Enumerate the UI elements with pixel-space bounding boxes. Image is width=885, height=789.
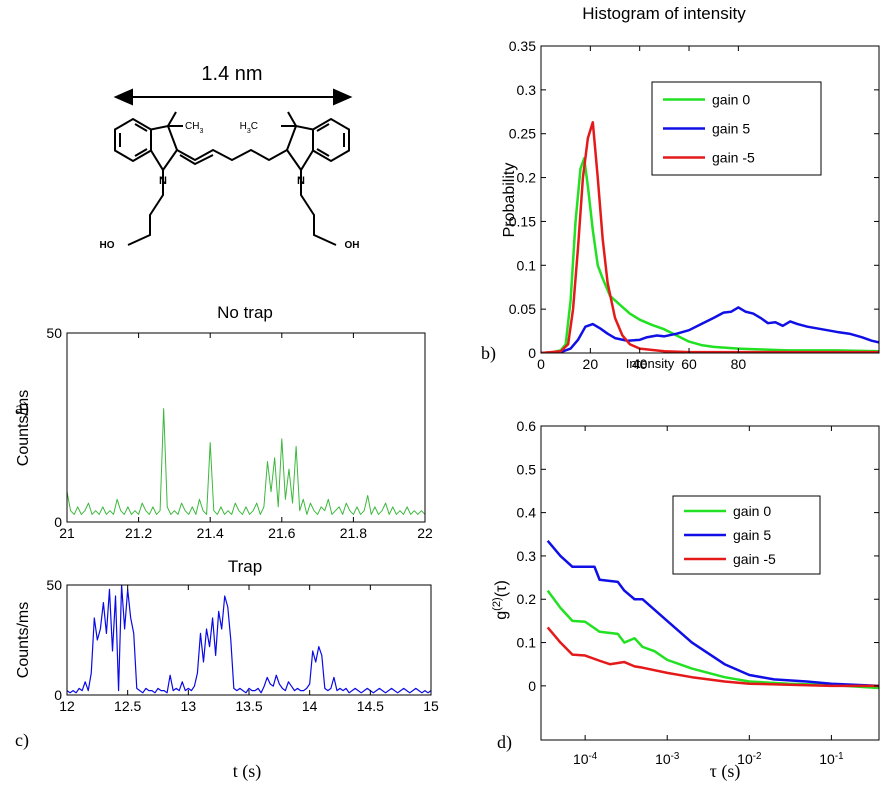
- five-ring: [285, 124, 314, 172]
- legend-label: gain -5: [733, 551, 776, 567]
- y-tick-label: 0: [528, 345, 536, 361]
- molecule: [113, 88, 353, 246]
- y-tick-label: 0.15: [509, 213, 536, 229]
- y-tick-label: 0.2: [517, 591, 537, 607]
- x-tick-label: 60: [681, 356, 697, 372]
- atom-label: HO: [100, 240, 115, 251]
- y-tick-label: 0.5: [517, 461, 537, 477]
- legend: gain 0 gain 5 gain -5: [672, 495, 821, 575]
- chain: [176, 148, 288, 162]
- x-tick-label: 10-2: [737, 751, 761, 768]
- x-tick-label: 13.5: [235, 698, 262, 714]
- y-tick-label: 0: [528, 678, 536, 694]
- legend-label: gain 5: [712, 121, 750, 137]
- y-tick-label: 0.05: [509, 301, 536, 317]
- panel-label: c): [15, 730, 29, 751]
- series-line: [546, 589, 879, 690]
- x-tick-label: 12: [59, 698, 75, 714]
- y-axis-label: g(2)(τ): [491, 580, 510, 620]
- bond: [316, 148, 330, 157]
- series-line: [541, 306, 879, 353]
- atom-label: CH3: [185, 121, 203, 135]
- x-tick-label: 21.4: [197, 525, 224, 541]
- chain: [127, 170, 164, 246]
- y-tick-label: 0.35: [509, 38, 536, 54]
- y-tick-label: 0.1: [517, 635, 537, 651]
- y-tick-label: 0: [54, 687, 62, 703]
- atom-label: OH: [345, 240, 360, 251]
- chart-title: No trap: [217, 303, 273, 322]
- bond: [167, 111, 177, 127]
- x-axis-label: Intensity: [626, 356, 675, 371]
- series-line: [67, 408, 425, 515]
- legend-label: gain 0: [733, 503, 771, 519]
- y-tick-label: 0.4: [517, 505, 537, 521]
- y-tick-label: 0: [54, 514, 62, 530]
- arrow-head: [113, 88, 133, 106]
- series-line: [541, 157, 879, 353]
- x-tick-label: 21.6: [268, 525, 295, 541]
- x-tick-label: 13: [181, 698, 197, 714]
- x-tick-label: 21.2: [125, 525, 152, 541]
- panel-label: d): [497, 732, 512, 753]
- y-tick-label: 0.2: [517, 170, 537, 186]
- y-tick-label: 0.1: [517, 257, 537, 273]
- series-line: [546, 539, 879, 688]
- chart-title: Trap: [228, 557, 262, 576]
- width-label: 1.4 nm: [201, 63, 262, 85]
- atom-label: H3C: [240, 121, 258, 135]
- axes-frame: [540, 425, 880, 741]
- atom-label: N: [159, 175, 167, 187]
- legend-label: gain 0: [712, 92, 750, 108]
- panel-label: a): [15, 398, 29, 419]
- x-axis-label: τ (s): [710, 761, 741, 782]
- x-axis-label: t (s): [233, 761, 262, 782]
- x-tick-label: 21.8: [340, 525, 367, 541]
- bond: [287, 111, 297, 127]
- legend-label: gain 5: [733, 527, 771, 543]
- five-ring: [150, 124, 179, 172]
- y-tick-label: 50: [46, 577, 62, 593]
- x-tick-label: 10-4: [573, 751, 598, 768]
- axes-frame: [540, 45, 880, 354]
- bond: [316, 123, 330, 132]
- legend: gain 0 gain 5 gain -5: [651, 81, 822, 176]
- x-tick-label: 0: [537, 356, 545, 372]
- bond: [179, 154, 214, 166]
- x-tick-label: 10-3: [655, 751, 680, 768]
- x-tick-label: 14.5: [357, 698, 384, 714]
- x-tick-label: 21: [59, 525, 75, 541]
- bond: [134, 123, 148, 132]
- y-tick-label: 0.6: [517, 418, 537, 434]
- x-tick-label: 15: [423, 698, 439, 714]
- bond: [134, 148, 148, 157]
- chain: [300, 170, 337, 246]
- axes-frame: [66, 332, 426, 523]
- y-axis-label: Counts/ms: [15, 390, 32, 466]
- x-tick-label: 40: [632, 356, 648, 372]
- series-line: [67, 585, 431, 694]
- legend-label: gain -5: [712, 150, 755, 166]
- y-tick-label: 0.3: [517, 548, 537, 564]
- y-axis-label: Counts/ms: [15, 602, 32, 678]
- y-axis-label: Probability: [501, 163, 518, 238]
- y-tick-label: 50: [46, 325, 62, 341]
- arrow-head: [333, 88, 353, 106]
- x-tick-label: 80: [731, 356, 747, 372]
- x-tick-label: 12.5: [114, 698, 141, 714]
- panel-label: b): [481, 343, 496, 364]
- y-tick-label: 0.3: [517, 82, 537, 98]
- series-line: [541, 121, 879, 353]
- y-tick-label: 0.25: [509, 126, 536, 142]
- x-tick-label: 22: [417, 525, 433, 541]
- chart-title: Histogram of intensity: [582, 4, 746, 23]
- series-line: [546, 626, 879, 688]
- x-tick-label: 14: [302, 698, 318, 714]
- x-tick-label: 10-1: [819, 751, 843, 768]
- x-tick-label: 20: [583, 356, 599, 372]
- atom-label: N: [297, 175, 305, 187]
